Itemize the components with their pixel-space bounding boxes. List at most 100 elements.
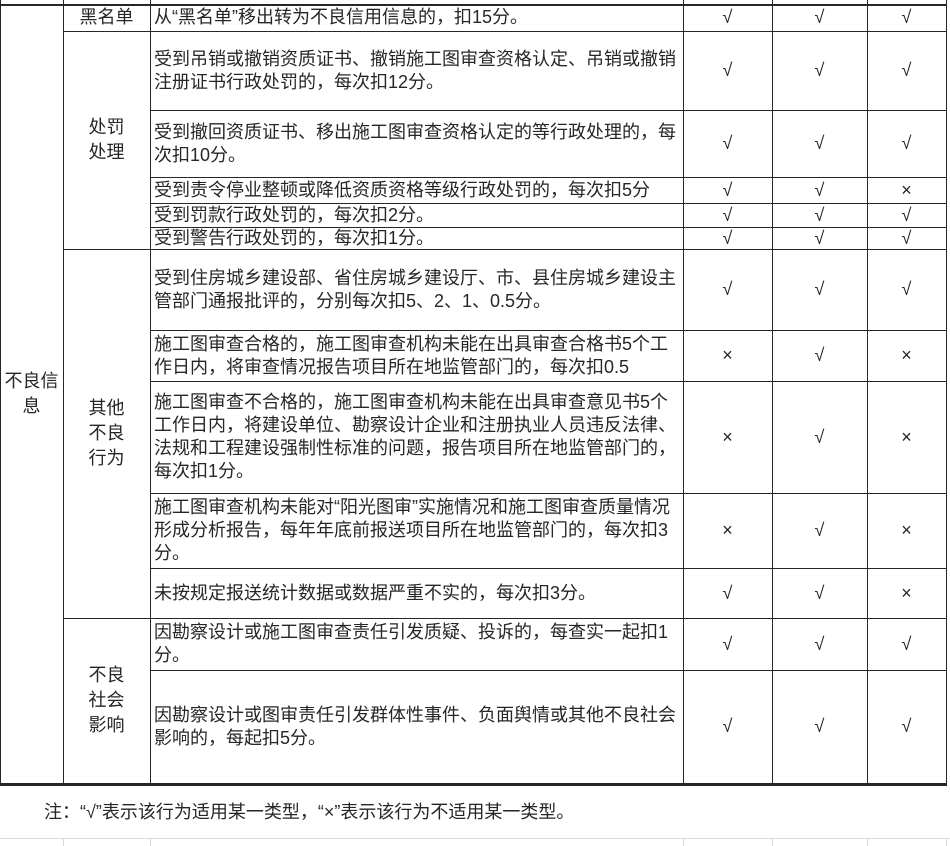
behavior-cell[interactable]: 受到警告行政处罚的，每次扣1分。: [154, 227, 435, 248]
behavior-cell[interactable]: 受到责令停业整顿或降低资质资格等级行政处罚的，每次扣5分: [154, 179, 651, 200]
mark-cell[interactable]: ×: [901, 520, 912, 540]
table-row: 施工图审查机构未能对“阳光图审”实施情况和施工图审查质量情况形成分析报告，每年年…: [150, 493, 946, 568]
mark-cell[interactable]: ×: [722, 520, 733, 540]
table-row: 受到撤回资质证书、移出施工图审查资格认定的等行政处理的，每次扣10分。 √ √ …: [150, 110, 946, 177]
behavior-cell[interactable]: 受到罚款行政处罚的，每次扣2分。: [154, 204, 435, 225]
mark-cell[interactable]: √: [722, 133, 733, 153]
behavior-cell[interactable]: 因勘察设计或图审责任引发群体性事件、负面舆情或其他不良社会影响的，每起扣5分。: [154, 704, 676, 748]
mark-cell[interactable]: √: [814, 426, 825, 447]
table-row: 从“黑名单”移出转为不良信用信息的，扣15分。 √ √ √: [150, 4, 946, 31]
cell-group-other-bad-behavior[interactable]: 其他不良行为: [63, 249, 150, 618]
grid-line: [150, 110, 947, 111]
behavior-cell[interactable]: 受到住房城乡建设部、省住房城乡建设厅、市、县住房城乡建设主管部门通报批评的，分别…: [154, 267, 676, 311]
behavior-cell[interactable]: 施工图审查合格的，施工图审查机构未能在出具审查合格书5个工作日内，将审查情况报告…: [154, 333, 669, 377]
mark-cell[interactable]: √: [901, 716, 912, 736]
mark-cell[interactable]: √: [722, 227, 733, 248]
mark-cell[interactable]: √: [901, 60, 912, 80]
cell-main-category[interactable]: 不良信息: [0, 4, 63, 783]
grid-line: [150, 227, 947, 228]
grid-line: [0, 4, 947, 6]
group-label: 处罚处理: [88, 117, 125, 162]
mark-cell[interactable]: √: [814, 227, 825, 248]
grid-line: [150, 177, 947, 178]
mark-cell[interactable]: ×: [901, 179, 912, 200]
main-category-label: 不良信息: [4, 370, 59, 416]
grid-line: [150, 0, 151, 783]
table-row: 受到吊销或撤销资质证书、撤销施工图审查资格认定、吊销或撤销注册证书行政处罚的，每…: [150, 31, 946, 110]
grid-line: [63, 618, 947, 619]
behavior-cell[interactable]: 从“黑名单”移出转为不良信用信息的，扣15分。: [154, 7, 529, 27]
mark-cell[interactable]: √: [814, 716, 825, 736]
mark-cell[interactable]: √: [722, 60, 733, 80]
grid-line: [150, 568, 947, 569]
table-row: 受到责令停业整顿或降低资质资格等级行政处罚的，每次扣5分 √ √ ×: [150, 177, 946, 203]
table-row: 施工图审查合格的，施工图审查机构未能在出具审查合格书5个工作日内，将审查情况报告…: [150, 330, 946, 381]
behavior-cell[interactable]: 施工图审查机构未能对“阳光图审”实施情况和施工图审查质量情况形成分析报告，每年年…: [154, 497, 670, 563]
mark-cell[interactable]: ×: [722, 345, 733, 365]
cell-group-punishment[interactable]: 处罚处理: [63, 31, 150, 249]
mark-cell[interactable]: √: [814, 633, 825, 654]
mark-cell[interactable]: √: [722, 204, 733, 225]
mark-cell[interactable]: √: [814, 133, 825, 153]
mark-cell[interactable]: √: [814, 582, 825, 603]
mark-cell[interactable]: √: [814, 345, 825, 365]
behavior-cell[interactable]: 受到撤回资质证书、移出施工图审查资格认定的等行政处理的，每次扣10分。: [154, 121, 676, 165]
behavior-cell[interactable]: 因勘察设计或施工图审查责任引发质疑、投诉的，每查实一起扣1分。: [154, 622, 669, 665]
legend-note: 注：“√”表示该行为适用某一类型，“×”表示该行为不适用某一类型。: [44, 801, 575, 822]
mark-cell[interactable]: ×: [722, 426, 733, 447]
table-row: 因勘察设计或施工图审查责任引发质疑、投诉的，每查实一起扣1分。 √ √ √: [150, 618, 946, 670]
mark-cell[interactable]: √: [814, 179, 825, 200]
behavior-cell[interactable]: 未按规定报送统计数据或数据严重不实的，每次扣3分。: [154, 582, 597, 603]
light-grid-line: [946, 838, 947, 846]
grid-line: [0, 0, 1, 783]
grid-line: [867, 0, 868, 783]
grid-line: [150, 330, 947, 331]
table-row: 未按规定报送统计数据或数据严重不实的，每次扣3分。 √ √ ×: [150, 568, 946, 618]
grid-line: [150, 203, 947, 204]
mark-cell[interactable]: √: [901, 633, 912, 654]
table-row: 因勘察设计或图审责任引发群体性事件、负面舆情或其他不良社会影响的，每起扣5分。 …: [150, 670, 946, 783]
mark-cell[interactable]: √: [722, 582, 733, 603]
grid-line: [63, 31, 947, 32]
group-label: 不良社会影响: [88, 665, 125, 735]
mark-cell[interactable]: √: [901, 7, 912, 27]
grid-line: [946, 0, 947, 783]
mark-cell[interactable]: √: [901, 133, 912, 153]
mark-cell[interactable]: √: [814, 520, 825, 540]
light-grid-line: [772, 838, 773, 846]
light-grid-line: [150, 838, 151, 846]
mark-cell[interactable]: √: [722, 179, 733, 200]
mark-cell[interactable]: √: [814, 60, 825, 80]
table-bottom-border: [0, 783, 947, 786]
grid-line: [150, 493, 947, 494]
behavior-cell[interactable]: 施工图审查不合格的，施工图审查机构未能在出具审查意见书5个工作日内，将建设单位、…: [154, 392, 676, 481]
mark-cell[interactable]: ×: [901, 426, 912, 447]
table-row: 受到住房城乡建设部、省住房城乡建设厅、市、县住房城乡建设主管部门通报批评的，分别…: [150, 249, 946, 330]
grid-line: [150, 381, 947, 382]
mark-cell[interactable]: √: [901, 204, 912, 225]
grid-line: [772, 0, 773, 783]
mark-cell[interactable]: √: [814, 204, 825, 225]
light-grid-line: [63, 838, 64, 846]
light-grid-line: [0, 838, 950, 839]
grid-line: [63, 249, 947, 250]
grid-line: [150, 670, 947, 671]
table-row: 施工图审查不合格的，施工图审查机构未能在出具审查意见书5个工作日内，将建设单位、…: [150, 381, 946, 493]
behavior-cell[interactable]: 受到吊销或撤销资质证书、撤销施工图审查资格认定、吊销或撤销注册证书行政处罚的，每…: [154, 48, 676, 92]
mark-cell[interactable]: ×: [901, 345, 912, 365]
mark-cell[interactable]: √: [722, 279, 733, 299]
light-grid-line: [683, 838, 684, 846]
mark-cell[interactable]: ×: [901, 582, 912, 603]
group-label: 黑名单: [79, 7, 134, 27]
mark-cell[interactable]: √: [722, 716, 733, 736]
mark-cell[interactable]: √: [722, 633, 733, 654]
mark-cell[interactable]: √: [814, 279, 825, 299]
cell-group-blacklist[interactable]: 黑名单: [63, 4, 150, 31]
mark-cell[interactable]: √: [901, 227, 912, 248]
mark-cell[interactable]: √: [901, 279, 912, 299]
cell-group-bad-social-impact[interactable]: 不良社会影响: [63, 618, 150, 783]
mark-cell[interactable]: √: [722, 7, 733, 27]
group-label: 其他不良行为: [88, 398, 125, 468]
mark-cell[interactable]: √: [814, 7, 825, 27]
